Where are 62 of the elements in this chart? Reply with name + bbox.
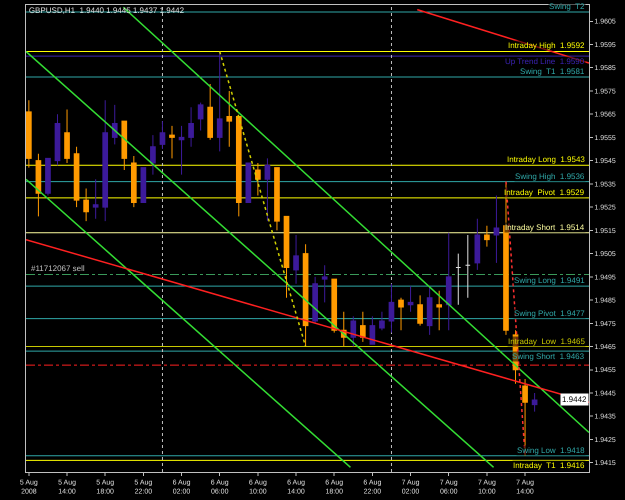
candlestick bbox=[160, 120, 166, 150]
candlestick bbox=[216, 50, 223, 152]
ref-line-label: Swing Long 1.9491 bbox=[514, 276, 586, 285]
candlestick bbox=[408, 286, 414, 312]
candlestick bbox=[284, 216, 290, 298]
candlestick bbox=[255, 162, 261, 196]
candlestick bbox=[398, 297, 404, 331]
candlestick bbox=[207, 84, 214, 140]
candlestick bbox=[140, 167, 146, 203]
candlestick bbox=[169, 125, 175, 159]
ref-line-label: Swing High 1.9536 bbox=[515, 172, 585, 181]
candlestick bbox=[417, 294, 423, 326]
candlestick bbox=[474, 218, 480, 270]
candlestick bbox=[92, 178, 98, 220]
candlestick bbox=[379, 311, 385, 331]
candlestick bbox=[302, 244, 308, 348]
candlestick bbox=[188, 106, 194, 148]
candlestick bbox=[388, 283, 394, 334]
candlestick bbox=[532, 392, 538, 412]
candlestick bbox=[178, 125, 184, 176]
ref-line-label: Intraday Pivot 1.9529 bbox=[504, 188, 585, 197]
ref-line-label: Intraday Short 1.9514 bbox=[505, 223, 585, 232]
candlestick bbox=[54, 114, 60, 166]
candlestick bbox=[464, 234, 471, 298]
candlestick bbox=[331, 278, 338, 334]
annotation: 1.9442 bbox=[562, 395, 588, 404]
candlestick bbox=[370, 316, 376, 345]
ref-line-label: Intraday T1 1.9416 bbox=[513, 461, 586, 470]
candlestick bbox=[64, 109, 70, 164]
candlestick bbox=[360, 311, 366, 342]
ref-line-label: Swing T1 1.9581 bbox=[520, 67, 585, 76]
candlestick bbox=[236, 116, 242, 217]
candlestick bbox=[436, 290, 442, 331]
candlestick bbox=[150, 134, 156, 176]
candlestick bbox=[74, 146, 80, 208]
candlestick bbox=[130, 156, 137, 208]
ref-line-label: Swing T2 bbox=[549, 2, 585, 11]
ref-line-label: Swing Pivot 1.9477 bbox=[514, 309, 586, 318]
candlestick bbox=[312, 276, 318, 324]
ref-line-label: Up Trend Line 1.9590 bbox=[505, 57, 585, 66]
candlestick bbox=[45, 158, 51, 196]
candlestick bbox=[293, 234, 299, 284]
ref-line-label: Intraday Long 1.9543 bbox=[507, 155, 586, 164]
candlestick bbox=[83, 188, 89, 222]
candlestick bbox=[198, 102, 204, 131]
candlestick bbox=[350, 316, 356, 348]
candlestick bbox=[455, 253, 462, 306]
annotation: #11712067 sell bbox=[31, 264, 85, 273]
candlestick bbox=[121, 120, 128, 170]
candlestick bbox=[226, 90, 232, 148]
candlestick bbox=[246, 162, 252, 203]
candlestick bbox=[264, 158, 270, 222]
candlestick bbox=[26, 100, 32, 168]
candlestick bbox=[446, 232, 452, 331]
candlestick bbox=[484, 225, 490, 248]
candlestick bbox=[426, 286, 432, 336]
candlestick bbox=[322, 264, 328, 303]
candlestick bbox=[36, 153, 42, 217]
candlestick bbox=[274, 167, 280, 231]
candlestick bbox=[494, 195, 500, 264]
ref-line-label: Intraday High 1.9592 bbox=[508, 41, 586, 50]
candlestick bbox=[102, 100, 108, 222]
